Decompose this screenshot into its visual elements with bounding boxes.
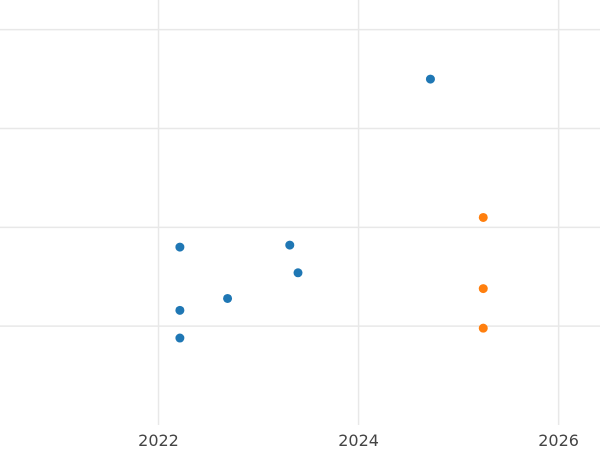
data-point-series-1 — [223, 293, 233, 303]
x-tick-label: 2026 — [538, 431, 579, 450]
data-point-series-1 — [425, 74, 435, 84]
x-tick-label: 2024 — [338, 431, 379, 450]
data-point-series-1 — [285, 240, 295, 250]
data-points — [175, 74, 488, 343]
data-point-series-1 — [175, 333, 185, 343]
data-point-series-1 — [293, 268, 303, 278]
data-point-series-2 — [478, 323, 488, 333]
data-point-series-2 — [478, 284, 488, 294]
x-tick-label: 2022 — [138, 431, 179, 450]
data-point-series-1 — [175, 242, 185, 252]
grid — [0, 0, 600, 425]
data-point-series-2 — [478, 212, 488, 222]
x-axis-ticks: 2022 2024 2026 — [138, 431, 579, 450]
data-point-series-1 — [175, 305, 185, 315]
